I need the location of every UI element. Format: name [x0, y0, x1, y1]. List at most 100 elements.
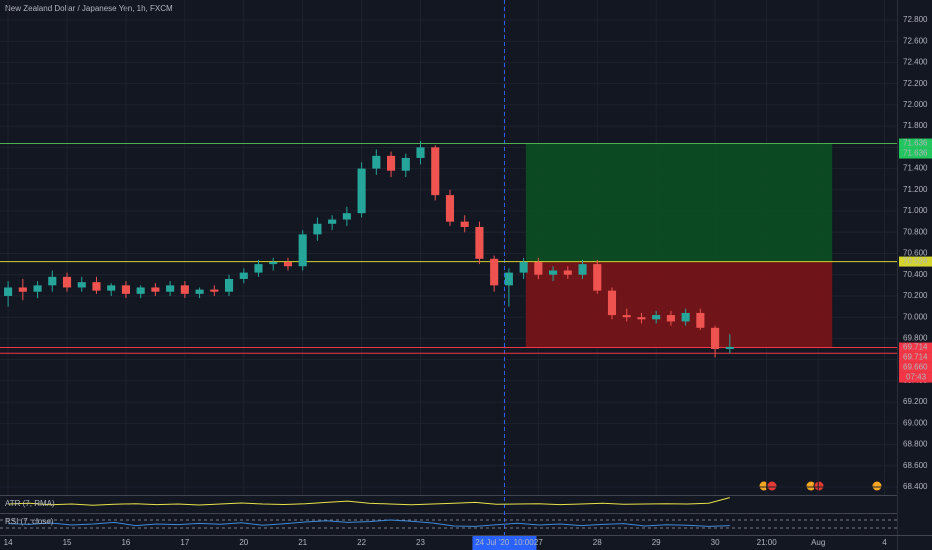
y-tick-label: 72.800: [903, 15, 928, 24]
x-tick-label: Aug: [811, 538, 825, 547]
x-tick-label: 29: [652, 538, 661, 547]
y-tick-label: 71.000: [903, 206, 928, 215]
candle-body: [593, 264, 602, 291]
indicator-name: RSI (7, close): [5, 517, 54, 526]
x-tick-label: 16: [121, 538, 130, 547]
candle-body: [210, 289, 219, 292]
candle-body: [4, 287, 13, 296]
candle-body: [666, 315, 675, 322]
x-tick-label: 21:00: [757, 538, 778, 547]
candle-body: [77, 282, 86, 288]
candle-body: [622, 315, 631, 318]
x-tick-label: 4: [882, 538, 887, 547]
price-label-bg: [899, 138, 932, 149]
candle-body: [239, 272, 248, 279]
candle-body: [342, 213, 351, 220]
price-label: 69.714: [903, 353, 928, 362]
x-tick-label: 20: [239, 538, 248, 547]
candle-body: [121, 285, 130, 294]
candle-body: [313, 223, 322, 235]
y-tick-label: 69.000: [903, 418, 928, 427]
x-tick-label: 28: [593, 538, 602, 547]
candle-body: [269, 261, 278, 265]
x-tick-label: 22: [357, 538, 366, 547]
candle-body: [416, 147, 425, 158]
candle-body: [328, 219, 337, 224]
candle-body: [607, 290, 617, 316]
indicator-line: [8, 519, 730, 527]
candle-body: [33, 285, 42, 292]
price-label: 69.714: [903, 343, 928, 352]
candle-body: [490, 258, 499, 286]
price-label-bg: [899, 148, 932, 159]
candle-body: [725, 346, 734, 350]
candle-body: [549, 270, 558, 275]
y-tick-label: 71.400: [903, 164, 928, 173]
candle-body: [62, 276, 72, 288]
y-tick-label: 71.200: [903, 185, 928, 194]
profit-zone: [525, 143, 833, 262]
candle-body: [431, 147, 440, 196]
crosshair-label-bg: [472, 536, 537, 550]
x-tick-label: 27: [534, 538, 543, 547]
price-label-bg: [899, 352, 932, 363]
y-tick-label: 68.600: [903, 461, 928, 470]
candle-body: [283, 261, 293, 267]
candle-body: [578, 264, 587, 275]
candle-body: [18, 287, 27, 292]
candle-body: [92, 282, 101, 291]
candle-body: [652, 315, 661, 320]
countdown-bg: [899, 372, 932, 383]
candle-body: [254, 264, 263, 273]
y-tick-label: 70.400: [903, 270, 928, 279]
candle-body: [48, 276, 57, 286]
candle-body: [460, 221, 469, 227]
candle-body: [504, 272, 513, 286]
y-tick-label: 69.800: [903, 334, 928, 343]
candle-body: [107, 285, 116, 291]
y-tick-label: 70.200: [903, 291, 928, 300]
price-label-bg: [899, 362, 932, 373]
candle-body: [637, 317, 646, 320]
x-tick-label: 15: [63, 538, 72, 547]
candle-body: [534, 261, 543, 275]
countdown: 07:43: [906, 373, 927, 382]
candle-body: [166, 285, 175, 292]
x-tick-label: 14: [4, 538, 13, 547]
loss-zone: [525, 261, 833, 348]
price-label-bg: [899, 342, 932, 353]
x-tick-label: 30: [711, 538, 720, 547]
indicator-line: [8, 497, 730, 506]
y-tick-label: 70.600: [903, 249, 928, 258]
candle-body: [136, 287, 145, 294]
price-label-bg: [899, 256, 932, 267]
candle-body: [387, 155, 396, 171]
event-icons: [758, 480, 883, 492]
x-tick-label: 23: [416, 538, 425, 547]
y-tick-label: 68.400: [903, 482, 928, 491]
price-label: 71.636: [903, 139, 928, 148]
candle-body: [195, 289, 204, 294]
price-label: 70.524: [903, 257, 928, 266]
y-tick-label: 72.000: [903, 100, 928, 109]
candle-body: [180, 285, 189, 294]
candle-body: [401, 157, 410, 171]
x-tick-label: 21: [298, 538, 307, 547]
y-tick-label: 71.800: [903, 121, 928, 130]
y-tick-label: 70.800: [903, 227, 928, 236]
indicator-name: ATR (7, RMA): [5, 499, 55, 508]
candle-body: [224, 278, 234, 292]
y-tick-label: 72.400: [903, 58, 928, 67]
candle-body: [357, 168, 366, 214]
candle-body: [372, 155, 381, 169]
candle-body: [696, 312, 705, 328]
candle-body: [681, 312, 690, 322]
candle-body: [445, 195, 455, 222]
candle-body: [298, 234, 307, 267]
price-label: 71.636: [903, 149, 928, 158]
price-label: 69.660: [903, 363, 928, 372]
candle-body: [519, 261, 528, 273]
candle-body: [475, 226, 484, 259]
candle-body: [563, 270, 572, 275]
